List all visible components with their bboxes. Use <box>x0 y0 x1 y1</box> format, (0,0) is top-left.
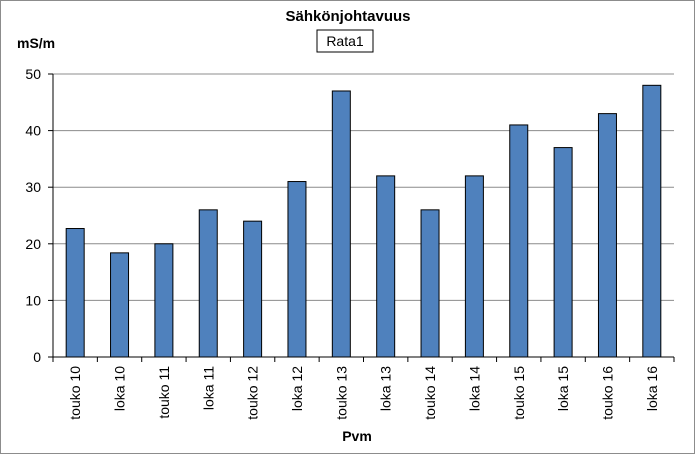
bar <box>65 228 85 358</box>
bars <box>65 84 662 358</box>
x-tick-label: loka 13 <box>378 366 394 411</box>
x-tick-label: touko 13 <box>333 366 349 420</box>
bar <box>243 220 263 358</box>
x-tick-label: loka 10 <box>112 366 128 411</box>
y-tick-label: 50 <box>25 66 41 82</box>
bar <box>642 84 662 358</box>
y-tick-label: 20 <box>25 236 41 252</box>
x-ticks: touko 10 loka 10 touko 11 loka 11 touko 12 lo… <box>67 366 660 420</box>
y-ticks: 0 10 20 30 40 50 <box>25 66 41 365</box>
bar <box>154 243 174 358</box>
y-tick-label: 40 <box>25 123 41 139</box>
legend: Rata1 <box>316 29 374 53</box>
y-tick-label: 30 <box>25 179 41 195</box>
bar <box>287 181 307 358</box>
bar <box>110 252 130 358</box>
y-tick-label: 0 <box>33 349 41 365</box>
x-tick-label: loka 11 <box>200 366 216 410</box>
bar <box>420 209 440 358</box>
bar <box>376 175 396 358</box>
axes <box>48 73 675 362</box>
bar <box>509 124 529 358</box>
x-tick-label: touko 10 <box>67 366 83 420</box>
x-tick-label: touko 16 <box>599 366 615 420</box>
gridlines <box>53 73 674 301</box>
x-tick-label: loka 16 <box>644 366 660 411</box>
x-tick-label: touko 11 <box>156 366 172 419</box>
x-tick-label: touko 15 <box>511 366 527 420</box>
legend-box <box>316 29 374 53</box>
bar <box>198 209 218 358</box>
x-tick-label: loka 14 <box>466 366 482 411</box>
bar <box>597 113 617 358</box>
bar <box>331 90 351 358</box>
x-axis-label: Pvm <box>342 428 372 444</box>
x-tick-label: loka 15 <box>555 366 571 411</box>
bar <box>464 175 484 358</box>
y-axis-label: mS/m <box>17 35 55 51</box>
x-tick-label: loka 12 <box>289 366 305 411</box>
chart-title: Sähkönjohtavuus <box>285 8 410 25</box>
legend-label: Rata1 <box>326 33 364 49</box>
x-tick-label: touko 14 <box>422 366 438 420</box>
y-tick-label: 10 <box>25 292 41 308</box>
bar <box>553 147 573 358</box>
x-tick-label: touko 12 <box>245 366 261 420</box>
